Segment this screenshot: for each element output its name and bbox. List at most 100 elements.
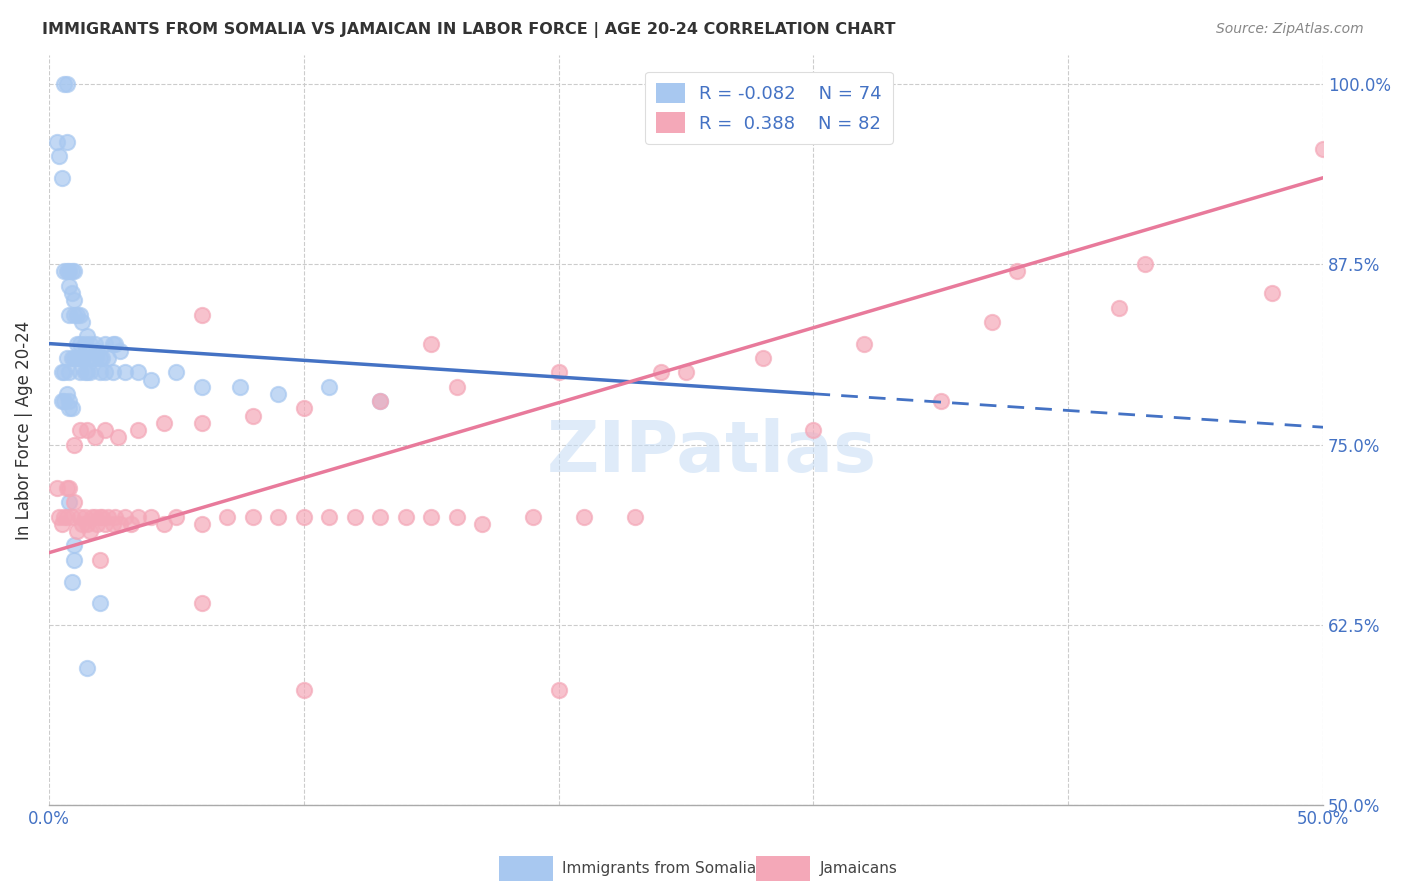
Point [980, 315, 1002, 329]
Point [53, 509, 76, 524]
Point [165, 366, 187, 380]
Point [58, 394, 80, 409]
Point [929, 394, 952, 409]
Point [97, 351, 120, 365]
Point [79, 366, 101, 380]
Point [70, 351, 93, 365]
Point [58, 401, 80, 416]
Point [69, 351, 91, 365]
Point [83, 351, 105, 365]
Point [127, 366, 149, 380]
Point [624, 509, 647, 524]
Point [89, 509, 111, 524]
Point [94, 423, 117, 437]
Point [63, 264, 86, 278]
Point [191, 596, 214, 610]
Point [139, 509, 162, 524]
Point [242, 409, 264, 423]
Point [56, 351, 79, 365]
Point [267, 387, 290, 401]
Point [58, 308, 80, 322]
Point [83, 509, 105, 524]
Point [63, 351, 86, 365]
Point [292, 401, 315, 416]
Point [63, 293, 86, 308]
Point [56, 77, 79, 91]
Point [51, 366, 73, 380]
Point [60, 574, 83, 589]
Point [1133, 257, 1156, 271]
Point [63, 553, 86, 567]
Point [76, 516, 98, 531]
Point [420, 509, 443, 524]
Point [139, 373, 162, 387]
Point [82, 351, 104, 365]
Text: Jamaicans: Jamaicans [820, 862, 897, 876]
Point [1312, 813, 1334, 827]
Point [267, 509, 290, 524]
Point [120, 516, 142, 531]
Point [76, 351, 98, 365]
Point [51, 516, 73, 531]
Point [66, 308, 89, 322]
Text: ZIPatlas: ZIPatlas [547, 418, 876, 487]
Legend: R = -0.082    N = 74, R =  0.388    N = 82: R = -0.082 N = 74, R = 0.388 N = 82 [645, 71, 893, 145]
Point [853, 336, 876, 351]
Point [127, 509, 149, 524]
Point [73, 336, 96, 351]
Point [60, 264, 83, 278]
Point [45, 481, 67, 495]
Point [82, 509, 104, 524]
Point [803, 423, 825, 437]
Y-axis label: In Labor Force | Age 20-24: In Labor Force | Age 20-24 [15, 320, 32, 540]
Point [63, 539, 86, 553]
Point [86, 343, 108, 358]
Point [69, 423, 91, 437]
Point [48, 509, 70, 524]
Point [66, 524, 89, 538]
Point [547, 682, 569, 697]
Point [471, 516, 494, 531]
Point [70, 516, 93, 531]
Point [229, 380, 252, 394]
Point [292, 509, 315, 524]
Point [446, 380, 468, 394]
Point [83, 336, 105, 351]
Point [650, 366, 672, 380]
Point [60, 401, 83, 416]
Point [368, 394, 391, 409]
Point [522, 509, 544, 524]
Point [101, 366, 124, 380]
Point [1108, 301, 1130, 315]
Point [45, 135, 67, 149]
Point [58, 264, 80, 278]
Point [66, 336, 89, 351]
Point [101, 516, 124, 531]
Point [53, 77, 76, 91]
Point [1007, 264, 1029, 278]
Point [56, 387, 79, 401]
Point [63, 495, 86, 509]
Point [152, 416, 174, 430]
Point [60, 351, 83, 365]
Point [165, 509, 187, 524]
Point [292, 682, 315, 697]
Point [70, 315, 93, 329]
Point [63, 437, 86, 451]
Point [751, 351, 773, 365]
Point [51, 170, 73, 185]
Point [73, 509, 96, 524]
Point [547, 366, 569, 380]
Point [79, 524, 101, 538]
Point [191, 308, 214, 322]
Point [58, 495, 80, 509]
Point [318, 380, 340, 394]
Point [191, 416, 214, 430]
Point [83, 430, 105, 444]
Text: Immigrants from Somalia: Immigrants from Somalia [562, 862, 756, 876]
Point [1312, 142, 1334, 156]
Point [110, 343, 132, 358]
Point [56, 481, 79, 495]
Point [368, 394, 391, 409]
Point [79, 336, 101, 351]
